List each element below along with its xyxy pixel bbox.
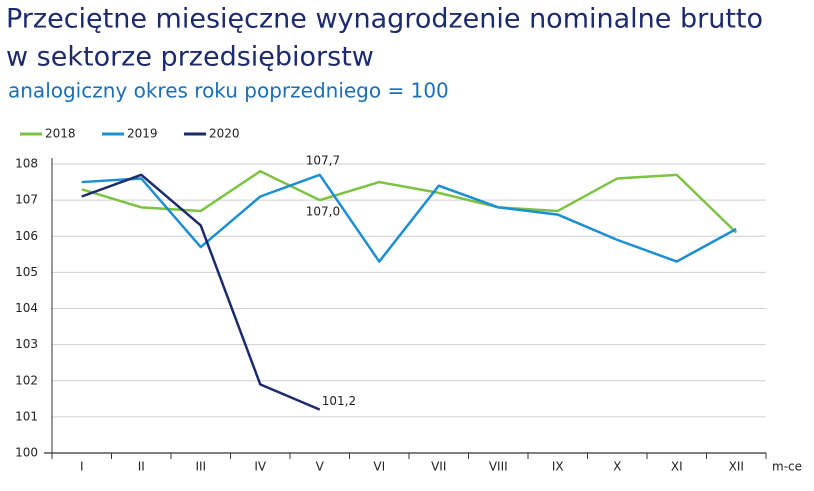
- series-line: [81, 173, 737, 263]
- x-tick-label: II: [138, 460, 145, 474]
- y-tick-label: 101: [15, 409, 38, 423]
- x-tick-label: IV: [254, 460, 267, 474]
- legend-label: 2018: [45, 127, 76, 141]
- series-line: [81, 173, 321, 411]
- x-tick-label: XI: [671, 460, 683, 474]
- x-tick-label: V: [316, 460, 325, 474]
- x-tick-label: XII: [729, 460, 744, 474]
- legend-label: 2019: [127, 127, 158, 141]
- y-tick-label: 108: [15, 157, 38, 171]
- x-tick-label: I: [80, 460, 84, 474]
- x-tick-label: X: [613, 460, 621, 474]
- y-tick-label: 100: [15, 446, 38, 460]
- x-tick-label: VII: [431, 460, 446, 474]
- y-tick-label: 103: [15, 337, 38, 351]
- data-label: 107,0: [306, 205, 340, 219]
- x-axis-label: m-ce: [772, 460, 802, 474]
- y-tick-label: 102: [15, 373, 38, 387]
- data-label: 107,7: [306, 153, 340, 167]
- y-tick-label: 105: [15, 265, 38, 279]
- x-tick-label: VIII: [489, 460, 508, 474]
- chart-title-line: Przeciętne miesięczne wynagrodzenie nomi…: [6, 4, 763, 35]
- legend-label: 2020: [209, 127, 240, 141]
- chart-title-line: w sektorze przedsiębiorstw: [6, 42, 374, 73]
- chart-subtitle: analogiczny okres roku poprzedniego = 10…: [8, 79, 449, 103]
- series-line: [81, 169, 738, 234]
- x-tick-label: VI: [373, 460, 385, 474]
- x-tick-label: III: [195, 460, 206, 474]
- y-tick-label: 104: [15, 301, 38, 315]
- y-tick-label: 107: [15, 193, 38, 207]
- x-tick-label: IX: [552, 460, 564, 474]
- y-tick-label: 106: [15, 229, 38, 243]
- data-label: 101,2: [322, 394, 356, 408]
